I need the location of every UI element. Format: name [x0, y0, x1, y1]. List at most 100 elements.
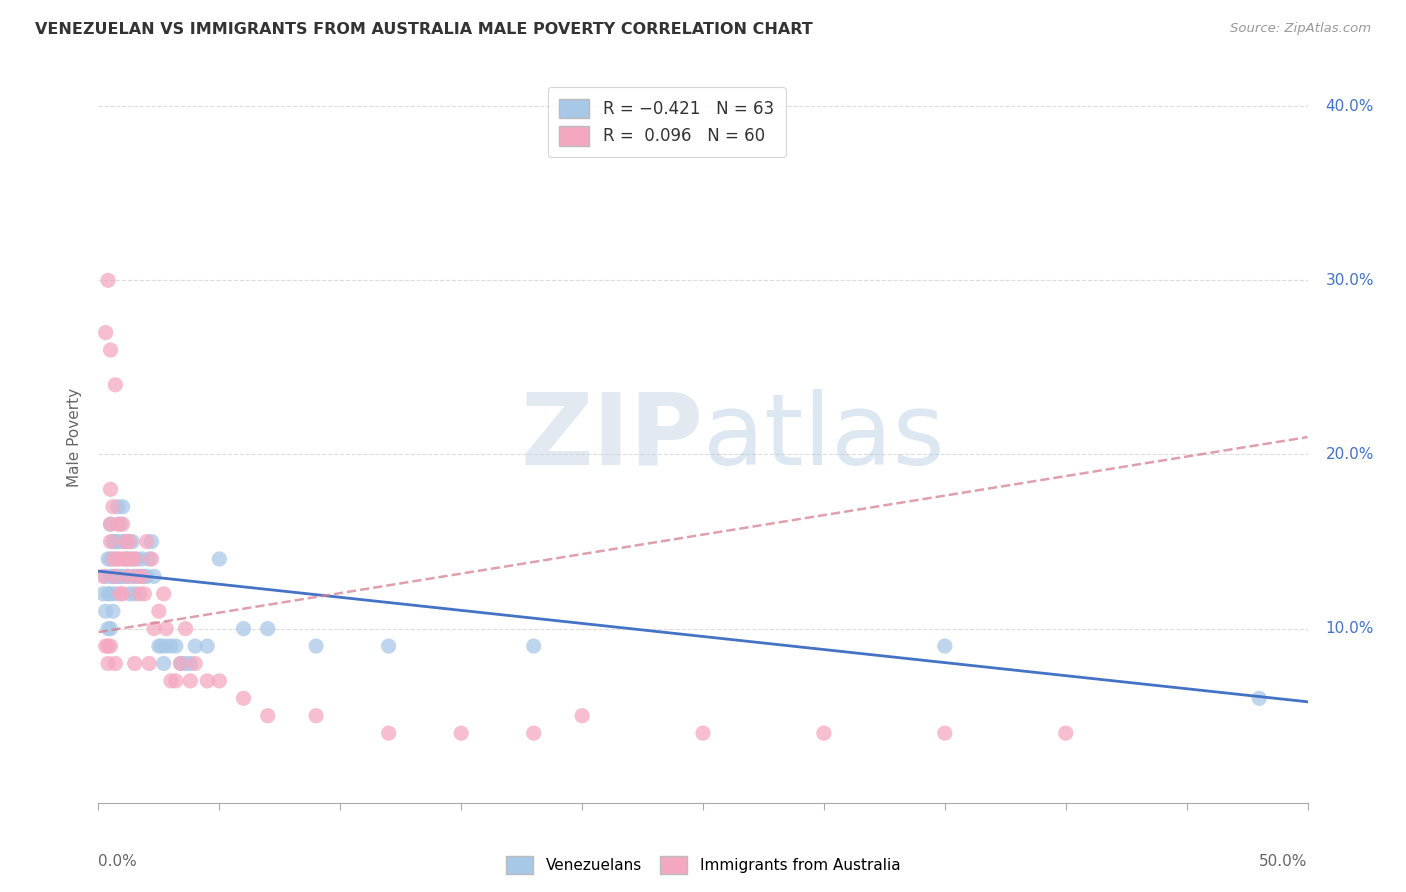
Point [121, 569, 143, 583]
Point [138, 552, 160, 566]
Text: 20.0%: 20.0% [1326, 447, 1374, 462]
Point [97, 587, 120, 601]
Point [114, 552, 136, 566]
Point [692, 726, 714, 740]
Point [100, 517, 122, 532]
Point [111, 534, 134, 549]
Point [108, 552, 131, 566]
Text: 10.0%: 10.0% [1326, 621, 1374, 636]
Text: 50.0%: 50.0% [1260, 854, 1308, 869]
Text: ZIP: ZIP [520, 389, 703, 485]
Point [107, 500, 129, 514]
Text: 30.0%: 30.0% [1326, 273, 1374, 288]
Point [111, 500, 134, 514]
Point [100, 587, 122, 601]
Point [97, 273, 120, 287]
Point [101, 552, 124, 566]
Text: Source: ZipAtlas.com: Source: ZipAtlas.com [1230, 22, 1371, 36]
Point [124, 552, 146, 566]
Point [97, 639, 120, 653]
Point [91, 587, 114, 601]
Point [155, 639, 177, 653]
Point [101, 534, 124, 549]
Point [305, 639, 328, 653]
Legend: Venezuelans, Immigrants from Australia: Venezuelans, Immigrants from Australia [499, 850, 907, 880]
Point [104, 657, 127, 671]
Point [107, 517, 129, 532]
Point [184, 657, 207, 671]
Text: atlas: atlas [703, 389, 945, 485]
Point [174, 657, 197, 671]
Point [101, 604, 124, 618]
Point [143, 622, 166, 636]
Point [131, 569, 153, 583]
Point [155, 622, 177, 636]
Point [179, 657, 201, 671]
Point [128, 569, 150, 583]
Y-axis label: Male Poverty: Male Poverty [67, 387, 83, 487]
Point [232, 622, 254, 636]
Point [108, 587, 131, 601]
Point [523, 726, 546, 740]
Point [114, 534, 136, 549]
Point [108, 569, 131, 583]
Point [124, 587, 146, 601]
Point [1249, 691, 1271, 706]
Point [208, 673, 231, 688]
Point [256, 708, 278, 723]
Point [124, 657, 146, 671]
Point [127, 552, 149, 566]
Point [195, 639, 218, 653]
Point [169, 657, 191, 671]
Point [256, 622, 278, 636]
Point [128, 587, 150, 601]
Point [101, 500, 124, 514]
Point [114, 534, 136, 549]
Point [94, 326, 117, 340]
Point [97, 622, 120, 636]
Legend: R = −0.421   N = 63, R =  0.096   N = 60: R = −0.421 N = 63, R = 0.096 N = 60 [548, 87, 786, 157]
Point [118, 534, 141, 549]
Point [124, 569, 146, 583]
Point [174, 622, 197, 636]
Point [160, 639, 183, 653]
Point [571, 708, 593, 723]
Text: 40.0%: 40.0% [1326, 99, 1374, 113]
Point [208, 552, 231, 566]
Point [141, 552, 163, 566]
Point [97, 552, 120, 566]
Point [100, 517, 122, 532]
Point [100, 343, 122, 357]
Point [104, 587, 127, 601]
Point [111, 569, 134, 583]
Point [450, 726, 472, 740]
Point [143, 569, 166, 583]
Point [94, 639, 117, 653]
Point [114, 552, 136, 566]
Point [232, 691, 254, 706]
Point [148, 639, 170, 653]
Point [813, 726, 835, 740]
Point [104, 569, 127, 583]
Point [100, 622, 122, 636]
Point [179, 673, 201, 688]
Point [104, 377, 127, 392]
Point [118, 552, 141, 566]
Point [169, 657, 191, 671]
Point [94, 569, 117, 583]
Point [118, 587, 141, 601]
Point [135, 569, 157, 583]
Point [377, 726, 399, 740]
Point [100, 483, 122, 497]
Point [150, 639, 173, 653]
Point [108, 517, 131, 532]
Point [111, 587, 134, 601]
Point [305, 708, 328, 723]
Point [165, 639, 187, 653]
Point [104, 534, 127, 549]
Point [377, 639, 399, 653]
Point [195, 673, 218, 688]
Point [117, 552, 139, 566]
Point [104, 569, 127, 583]
Point [121, 552, 143, 566]
